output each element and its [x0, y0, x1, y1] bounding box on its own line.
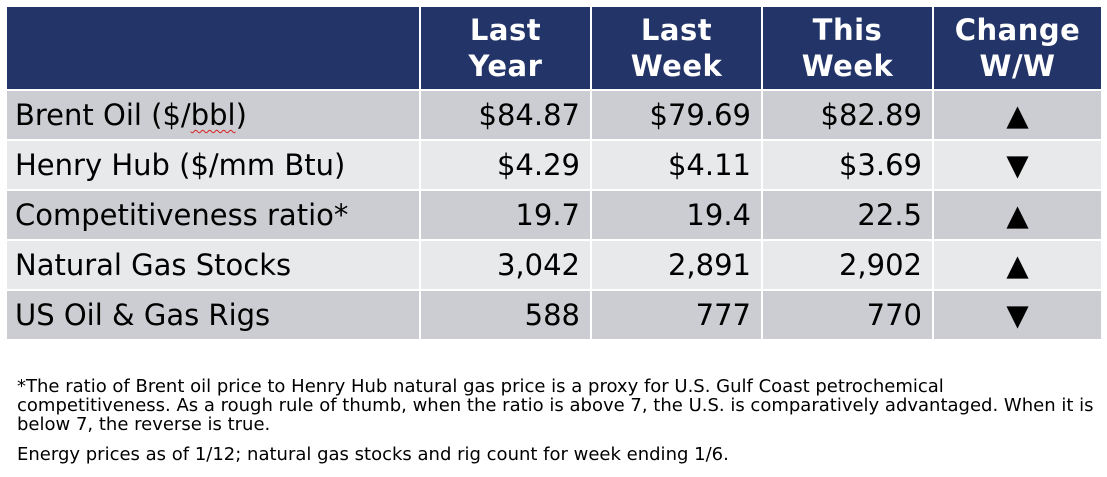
row-label-part: ) [235, 98, 247, 132]
cell-last-year: $4.29 [419, 139, 592, 191]
header-last-year-label: Last Year [468, 13, 543, 83]
energy-indicators-table: Last Year Last Week This Week Change W/W… [5, 5, 1103, 341]
row-label-spellcheck-word: bbl [190, 98, 236, 132]
header-this-week: This Week [761, 5, 934, 91]
cell-last-week: 777 [590, 289, 763, 341]
cell-last-week: $79.69 [590, 89, 763, 141]
cell-last-year: 3,042 [419, 239, 592, 291]
cell-last-week: $4.11 [590, 139, 763, 191]
table-row-henry-hub: Henry Hub ($/mm Btu) $4.29 $4.11 $3.69 ▼ [5, 139, 1103, 191]
header-last-week-label: Last Week [630, 13, 723, 83]
row-label: Brent Oil ($/bbl) [5, 89, 421, 141]
header-change-label: Change W/W [954, 13, 1081, 83]
table-row-natural-gas-stocks: Natural Gas Stocks 3,042 2,891 2,902 ▲ [5, 239, 1103, 291]
notes-section: *The ratio of Brent oil price to Henry H… [17, 377, 1102, 464]
change-up-icon: ▲ [932, 189, 1103, 241]
cell-this-week: 2,902 [761, 239, 934, 291]
header-this-week-label: This Week [801, 13, 894, 83]
footnote-text: *The ratio of Brent oil price to Henry H… [17, 376, 1094, 435]
header-change: Change W/W [932, 5, 1103, 91]
cell-last-year: 588 [419, 289, 592, 341]
as-of-note: Energy prices as of 1/12; natural gas st… [17, 444, 729, 465]
cell-last-year: 19.7 [419, 189, 592, 241]
table-row-competitiveness-ratio: Competitiveness ratio* 19.7 19.4 22.5 ▲ [5, 189, 1103, 241]
header-last-year: Last Year [419, 5, 592, 91]
change-down-icon: ▼ [932, 289, 1103, 341]
cell-this-week: 22.5 [761, 189, 934, 241]
change-up-icon: ▲ [932, 89, 1103, 141]
change-up-icon: ▲ [932, 239, 1103, 291]
row-label: US Oil & Gas Rigs [5, 289, 421, 341]
header-last-week: Last Week [590, 5, 763, 91]
cell-last-week: 19.4 [590, 189, 763, 241]
cell-last-year: $84.87 [419, 89, 592, 141]
row-label: Competitiveness ratio* [5, 189, 421, 241]
cell-this-week: $3.69 [761, 139, 934, 191]
cell-this-week: $82.89 [761, 89, 934, 141]
row-label: Natural Gas Stocks [5, 239, 421, 291]
change-down-icon: ▼ [932, 139, 1103, 191]
table-row-us-oil-gas-rigs: US Oil & Gas Rigs 588 777 770 ▼ [5, 289, 1103, 341]
header-blank [5, 5, 421, 91]
row-label-part: Brent Oil ($/ [15, 98, 191, 132]
row-label: Henry Hub ($/mm Btu) [5, 139, 421, 191]
cell-this-week: 770 [761, 289, 934, 341]
table-row-brent-oil: Brent Oil ($/bbl) $84.87 $79.69 $82.89 ▲ [5, 89, 1103, 141]
cell-last-week: 2,891 [590, 239, 763, 291]
header-row: Last Year Last Week This Week Change W/W [5, 5, 1103, 91]
